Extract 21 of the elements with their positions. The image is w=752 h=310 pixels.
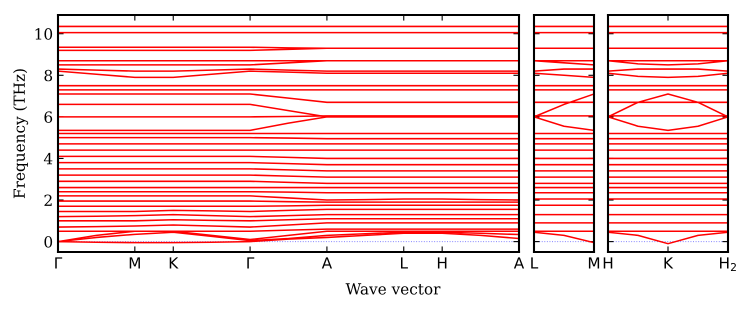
y-tick-label: 2 [44, 194, 52, 206]
x-tick-label: H$_{2}$ [720, 257, 736, 271]
y-tick-label: 6 [44, 111, 52, 123]
y-tick-label: 0 [44, 236, 52, 248]
x-tick-label: Γ [247, 257, 254, 268]
x-tick-label: M [130, 257, 140, 268]
x-tick-label: L [400, 257, 408, 268]
x-tick-label: A [514, 257, 524, 268]
x-tick-label: L [531, 257, 538, 268]
y-tick-label: 10 [36, 28, 52, 40]
x-tick-label: A [322, 257, 332, 268]
y-tick-label: 8 [44, 70, 52, 82]
x-tick-label: K [170, 257, 179, 268]
y-axis-title: Frequency (THz) [13, 69, 28, 198]
x-tick-label: Γ [55, 257, 62, 268]
x-tick-label: K [664, 257, 674, 268]
x-tick-label: H [604, 257, 612, 268]
x-tick-label: M [588, 257, 600, 268]
x-tick-label: H [438, 257, 446, 268]
y-tick-label: 4 [44, 152, 52, 164]
x-axis-title: Wave vector [346, 283, 440, 295]
